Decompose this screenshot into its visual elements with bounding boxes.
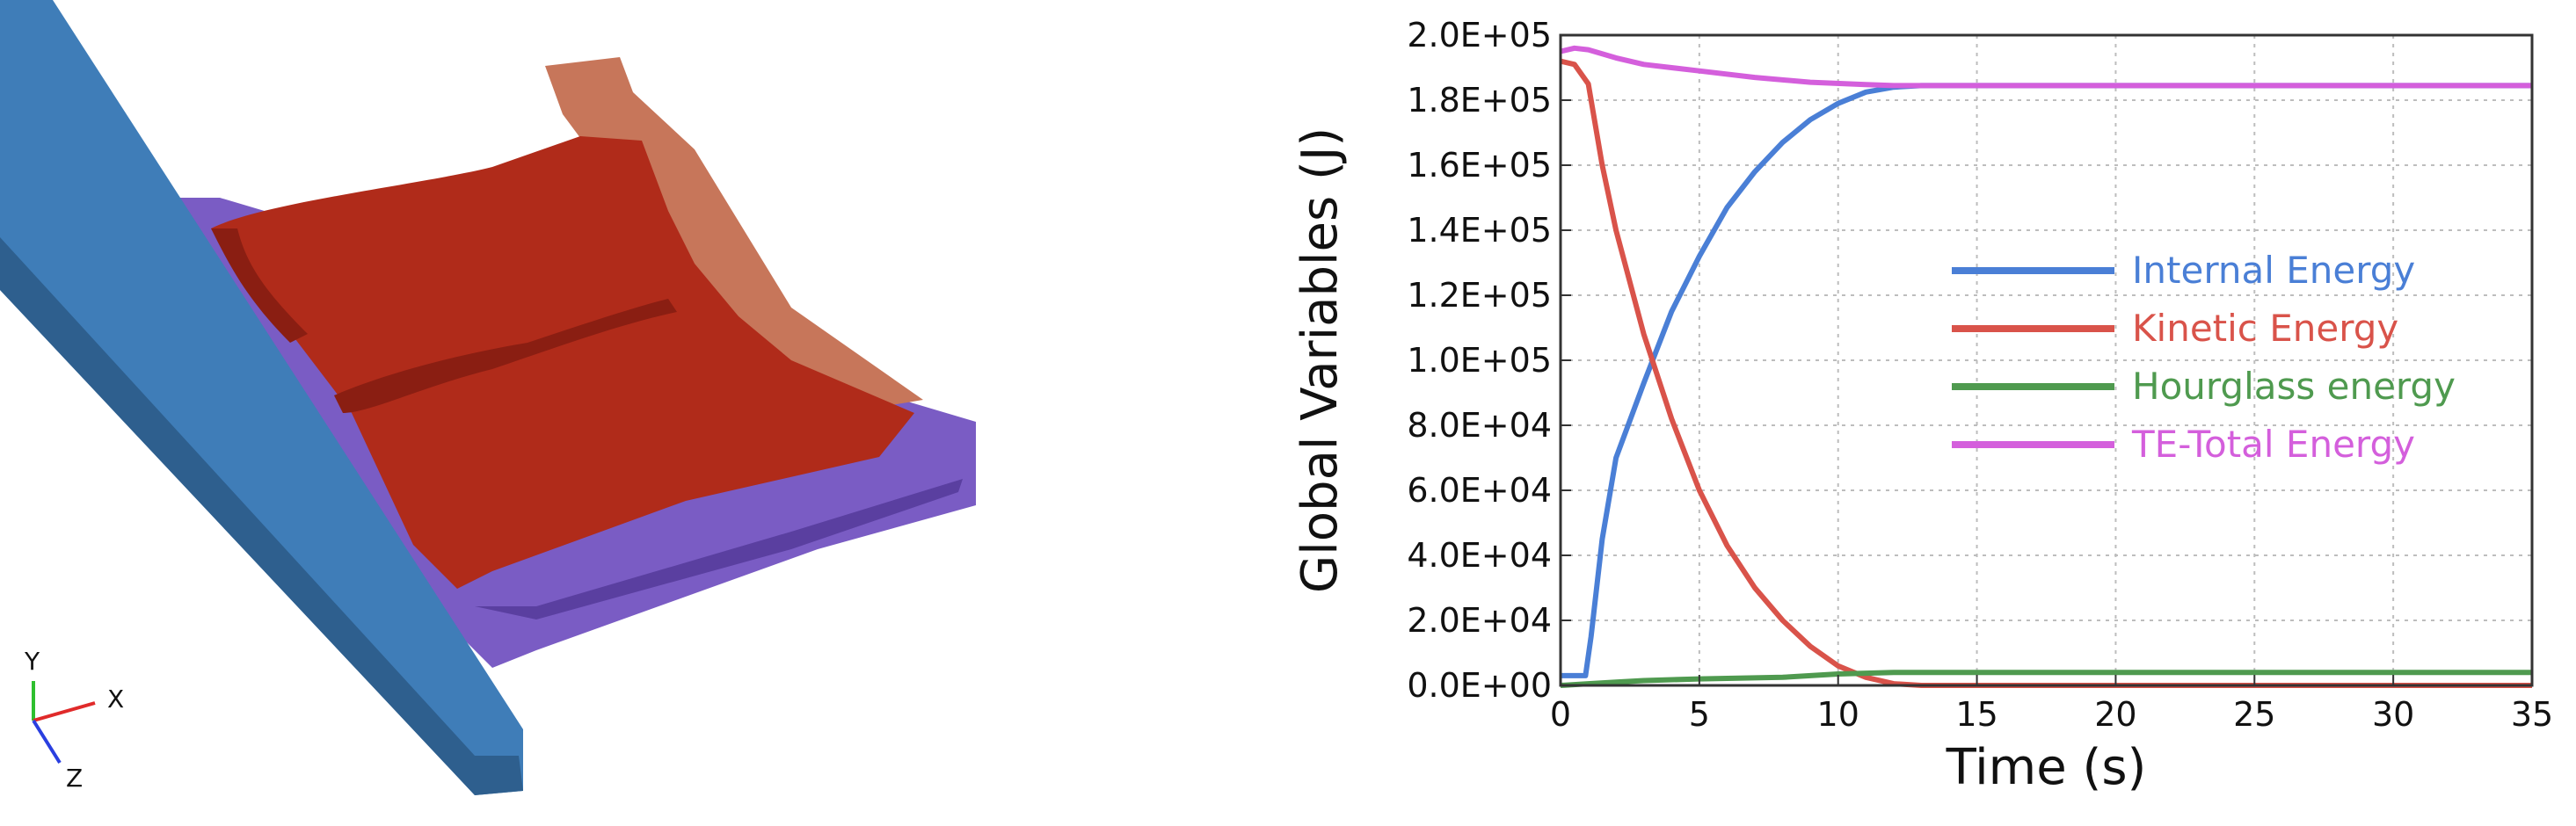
y-tick-label: 1.6E+05 [1407, 146, 1552, 185]
y-tick-label: 2.0E+05 [1407, 16, 1552, 54]
x-axis-title: Time (s) [1946, 739, 2147, 796]
y-axis-ticks: 0.0E+00 2.0E+04 4.0E+04 6.0E+04 8.0E+04 1.0E+… [1407, 16, 1571, 705]
chart-grid [1560, 34, 2533, 686]
x-tick-label: 35 [2511, 695, 2553, 734]
triad-y-label: Y [24, 647, 40, 676]
x-tick-label: 30 [2372, 695, 2414, 734]
y-tick-label: 0.0E+00 [1407, 666, 1552, 705]
axis-triad: Y X Z [24, 647, 124, 793]
energy-chart: 0 5 10 15 20 25 30 35 0.0E+00 2.0E+04 4.0E+04 6.0E… [1292, 16, 2553, 796]
y-tick-label: 1.2E+05 [1407, 276, 1552, 315]
triad-z-label: Z [66, 764, 83, 793]
model-viewport[interactable]: Y X Z [0, 0, 1055, 826]
x-tick-label: 0 [1550, 695, 1571, 734]
y-axis-title: Global Variables (J) [1292, 127, 1349, 593]
triad-x-label: X [107, 685, 124, 714]
panel-part [211, 136, 914, 589]
x-tick-label: 10 [1817, 695, 1859, 734]
y-tick-label: 4.0E+04 [1407, 536, 1552, 575]
legend-entry: Kinetic Energy [2132, 307, 2398, 350]
x-tick-label: 20 [2094, 695, 2136, 734]
legend-entry: Hourglass energy [2132, 365, 2456, 408]
legend-entry: TE-Total Energy [2131, 423, 2415, 466]
series-line [1560, 670, 2532, 688]
chart-legend: Internal Energy Kinetic Energy Hourglass e… [1952, 249, 2456, 466]
x-tick-label: 25 [2233, 695, 2275, 734]
x-tick-label: 15 [1955, 695, 1997, 734]
panel-crease [211, 228, 308, 343]
panel-step [334, 299, 677, 413]
x-axis-ticks: 0 5 10 15 20 25 30 35 [1550, 675, 2553, 734]
y-tick-label: 1.4E+05 [1407, 211, 1552, 250]
y-tick-label: 8.0E+04 [1407, 406, 1552, 445]
beam-part [0, 0, 523, 795]
y-tick-label: 1.8E+05 [1407, 81, 1552, 120]
y-tick-label: 2.0E+04 [1407, 601, 1552, 640]
series-line [1560, 45, 2532, 89]
y-tick-label: 1.0E+05 [1407, 341, 1552, 380]
legend-entry: Internal Energy [2132, 249, 2415, 292]
x-tick-label: 5 [1689, 695, 1710, 734]
y-tick-label: 6.0E+04 [1407, 471, 1552, 510]
